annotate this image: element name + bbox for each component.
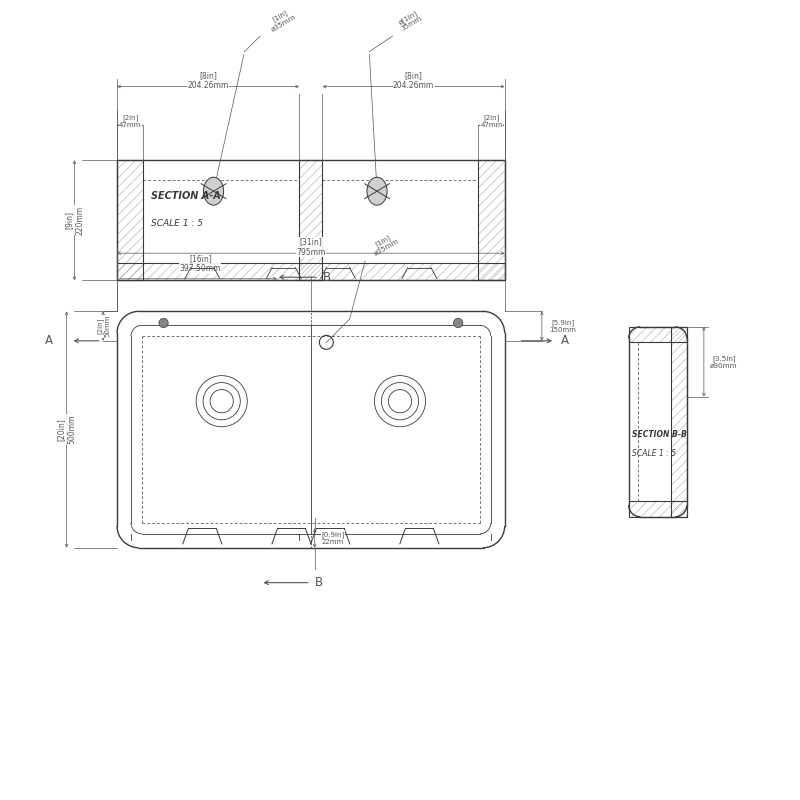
Bar [478,160,505,280]
Text: [1in]
ø35mm: [1in] ø35mm [369,231,400,257]
Circle shape [159,318,168,328]
Text: [3.5in]
ø90mm: [3.5in] ø90mm [710,355,738,369]
Bar [671,327,687,517]
Text: B: B [314,576,323,589]
Bar [117,263,505,280]
Bar [629,502,687,517]
Text: [8in]
204.26mm: [8in] 204.26mm [393,70,434,90]
Text: [31in]
795mm: [31in] 795mm [296,238,326,257]
Text: [8in]
204.26mm: [8in] 204.26mm [187,70,229,90]
Text: [16in]
397.50mm: [16in] 397.50mm [180,254,221,274]
Circle shape [454,318,462,328]
Text: SECTION A-A: SECTION A-A [151,190,221,201]
Text: [5.9in]
150mm: [5.9in] 150mm [550,319,577,333]
Text: [1in]
ø35mm: [1in] ø35mm [266,6,297,32]
Text: SCALE 1 : 5: SCALE 1 : 5 [151,219,203,228]
Text: [2in]
47mm: [2in] 47mm [480,114,502,128]
Bar [299,160,322,280]
Text: [9in]
220mm: [9in] 220mm [65,206,84,235]
Text: SECTION B-B: SECTION B-B [632,430,686,439]
Text: [2in]
47mm: [2in] 47mm [119,114,142,128]
Text: ø[1in]
35mm: ø[1in] 35mm [396,9,423,32]
Text: A: A [45,334,53,347]
Bar [117,160,143,280]
Text: SCALE 1 : 5: SCALE 1 : 5 [632,450,676,458]
Bar [117,160,505,280]
Text: A: A [561,334,569,347]
Ellipse shape [203,178,224,205]
Text: [0.9in]
22mm: [0.9in] 22mm [321,531,344,545]
Ellipse shape [367,178,387,205]
Bar [629,327,687,342]
Text: [2in]
50mm: [2in] 50mm [96,315,110,338]
Text: B: B [322,270,330,284]
Text: [20in]
500mm: [20in] 500mm [57,415,76,444]
